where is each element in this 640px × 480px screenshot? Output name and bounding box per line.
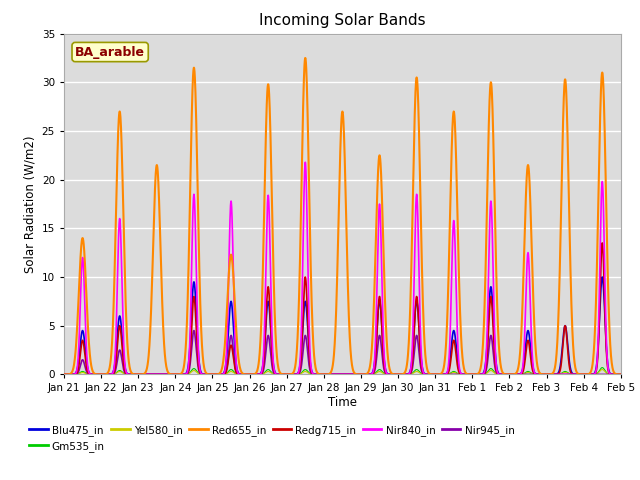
Y-axis label: Solar Radiation (W/m2): Solar Radiation (W/m2) <box>23 135 36 273</box>
Legend: Blu475_in, Gm535_in, Yel580_in, Red655_in, Redg715_in, Nir840_in, Nir945_in: Blu475_in, Gm535_in, Yel580_in, Red655_i… <box>25 420 518 456</box>
X-axis label: Time: Time <box>328 396 357 409</box>
Title: Incoming Solar Bands: Incoming Solar Bands <box>259 13 426 28</box>
Text: BA_arable: BA_arable <box>75 46 145 59</box>
